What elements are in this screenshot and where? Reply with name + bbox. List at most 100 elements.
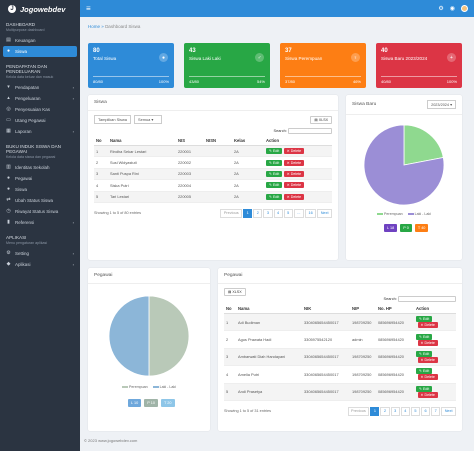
download-icon: ▾ <box>7 84 10 90</box>
sidebar-item-laporan[interactable]: ▦ Laporan › <box>6 128 74 135</box>
bell-icon[interactable]: ◉ <box>449 6 455 12</box>
search-input[interactable] <box>288 128 332 134</box>
column-header[interactable]: No <box>94 136 108 146</box>
page-button[interactable]: 3 <box>390 406 400 416</box>
cell-nama: Ambarwati Diah Handayani <box>236 348 302 367</box>
breadcrumb-home[interactable]: Home <box>88 24 101 29</box>
page-button[interactable]: 7 <box>431 406 441 416</box>
edit-icon: ✎ <box>419 317 424 322</box>
column-header[interactable]: NIS <box>176 136 204 146</box>
export-xlsx-button[interactable]: ▤ XLSX <box>310 115 332 124</box>
stat-card-total-siswa[interactable]: 80 Total Siswa ● 80/80 100% <box>88 43 174 88</box>
sidebar-item-setting[interactable]: ⚙ Setting › <box>6 250 74 257</box>
avatar[interactable] <box>461 5 468 12</box>
column-header[interactable]: Nama <box>236 304 302 314</box>
edit-icon: ✎ <box>419 334 424 339</box>
delete-button[interactable]: ✕ Delete <box>283 159 305 166</box>
pie-slice-perempuan[interactable] <box>403 124 444 166</box>
page-button[interactable]: Previous <box>220 208 243 218</box>
sidebar-item-pegawai[interactable]: ● Pegawai <box>6 175 33 182</box>
column-header[interactable]: No. HP <box>376 304 414 314</box>
cell-hp: 085696954420 <box>376 330 414 349</box>
sidebar-item-siswa-data[interactable]: ● Siswa <box>6 186 28 193</box>
app-logo[interactable]: J Jogowebdev <box>0 0 80 18</box>
page-button[interactable]: 2 <box>380 406 390 416</box>
delete-button[interactable]: ✕ Delete <box>417 391 438 398</box>
page-button[interactable]: 5 <box>283 208 293 218</box>
page-button[interactable]: Next <box>317 208 332 218</box>
menu-icon[interactable]: ≡ <box>86 4 91 13</box>
page-button[interactable]: 4 <box>273 208 283 218</box>
page-button[interactable]: Next <box>441 406 456 416</box>
edit-button[interactable]: ✎ Edit <box>416 385 433 392</box>
history-icon: ◷ <box>6 208 11 214</box>
page-button[interactable]: Previous <box>347 406 370 416</box>
pie-slice-laki-laki[interactable] <box>108 295 150 377</box>
stat-percent: 100% <box>446 79 457 84</box>
year-select[interactable]: 2023/2024 ▾ <box>427 100 456 109</box>
page-button[interactable]: 16 <box>304 208 317 218</box>
delete-button[interactable]: ✕ Delete <box>417 356 438 363</box>
stat-card-siswa-laki[interactable]: 43 Siswa Laki Laki ♂ 43/80 54% <box>184 43 270 88</box>
delete-button[interactable]: ✕ Delete <box>417 322 438 329</box>
sidebar-item-ubah-status-siswa[interactable]: ⇄ Ubah Status Siswa <box>6 197 54 204</box>
edit-icon: ✎ <box>419 369 424 374</box>
sidebar-item-aplikasi[interactable]: ◆ Aplikasi › <box>6 261 74 268</box>
chip-total: T 20 <box>161 399 175 407</box>
edit-button[interactable]: ✎ Edit <box>266 159 283 166</box>
cell-hp: 085696954420 <box>376 365 414 384</box>
column-header[interactable]: Nama <box>108 136 176 146</box>
topbar: ≡ ⚙ ◉ <box>80 0 474 17</box>
female-icon: ♀ <box>351 53 360 62</box>
page-button[interactable]: 1 <box>243 208 253 218</box>
gear-icon[interactable]: ⚙ <box>438 6 444 12</box>
export-xlsx-button[interactable]: ▤ XLSX <box>224 288 246 296</box>
sidebar-item-identitas-sekolah[interactable]: ▥ Identitas Sekolah <box>6 164 50 171</box>
tampilkan-siswa-select[interactable]: Semua ▾ <box>133 115 162 124</box>
sidebar-item-keuangan[interactable]: ▤ Keuangan <box>6 37 36 44</box>
delete-button[interactable]: ✕ Delete <box>283 148 305 155</box>
column-header[interactable]: Kelas <box>232 136 264 146</box>
page-button[interactable]: 1 <box>370 406 380 416</box>
sidebar-item-siswa[interactable]: ● Siswa <box>3 46 77 57</box>
delete-button[interactable]: ✕ Delete <box>417 339 438 346</box>
pie-slice-laki-laki[interactable] <box>363 124 445 206</box>
delete-button[interactable]: ✕ Delete <box>417 374 438 381</box>
page-button[interactable]: 5 <box>410 406 420 416</box>
edit-button[interactable]: ✎ Edit <box>416 368 433 375</box>
sidebar-item-pendapatan[interactable]: ▾ Pendapatan › <box>7 84 74 91</box>
chip-laki: L 10 <box>128 399 142 407</box>
sidebar-item-utang-pegawai[interactable]: ▭ Utang Pegawai <box>6 117 46 124</box>
table-row: 3 Ambarwati Diah Handayani 330406565445001… <box>224 348 456 367</box>
edit-icon: ✎ <box>269 171 274 176</box>
edit-button[interactable]: ✎ Edit <box>266 170 283 177</box>
edit-button[interactable]: ✎ Edit <box>266 148 283 155</box>
edit-button[interactable]: ✎ Edit <box>416 333 433 340</box>
stat-card-siswa-perempuan[interactable]: 37 Siswa Perempuan ♀ 37/80 46% <box>280 43 366 88</box>
sidebar-item-referensi[interactable]: ▮ Referensi › <box>7 219 74 226</box>
column-header[interactable]: No <box>224 304 236 314</box>
page-button[interactable]: 4 <box>400 406 410 416</box>
sidebar-item-penyesuaian-kas[interactable]: ◎ Penyesuaian Kas <box>6 106 51 113</box>
cell-nama: Siska Putri <box>108 179 176 192</box>
column-header[interactable]: NIP <box>350 304 376 314</box>
page-button[interactable]: 3 <box>263 208 273 218</box>
sidebar-item-riwayat-status-siswa[interactable]: ◷ Riwayat Status Siswa <box>6 208 59 215</box>
page-button[interactable]: 6 <box>420 406 431 416</box>
delete-button[interactable]: ✕ Delete <box>283 182 305 189</box>
delete-button[interactable]: ✕ Delete <box>283 193 305 200</box>
stat-card-siswa-baru[interactable]: 40 Siswa Baru 2023/2024 + 40/80 100% <box>376 43 462 88</box>
column-header[interactable]: NISN <box>204 136 232 146</box>
legend-item: Perempuan <box>122 385 148 389</box>
app-title: Jogowebdev <box>20 4 66 14</box>
edit-button[interactable]: ✎ Edit <box>266 182 283 189</box>
edit-button[interactable]: ✎ Edit <box>266 193 283 200</box>
page-button[interactable]: 2 <box>253 208 263 218</box>
search-input[interactable] <box>398 296 456 302</box>
pie-slice-perempuan[interactable] <box>148 295 190 377</box>
sidebar-item-pengeluaran[interactable]: ▴ Pengeluaran › <box>7 95 74 102</box>
edit-button[interactable]: ✎ Edit <box>416 350 433 357</box>
delete-button[interactable]: ✕ Delete <box>283 170 305 177</box>
column-header[interactable]: NIK <box>302 304 350 314</box>
edit-button[interactable]: ✎ Edit <box>416 316 433 323</box>
